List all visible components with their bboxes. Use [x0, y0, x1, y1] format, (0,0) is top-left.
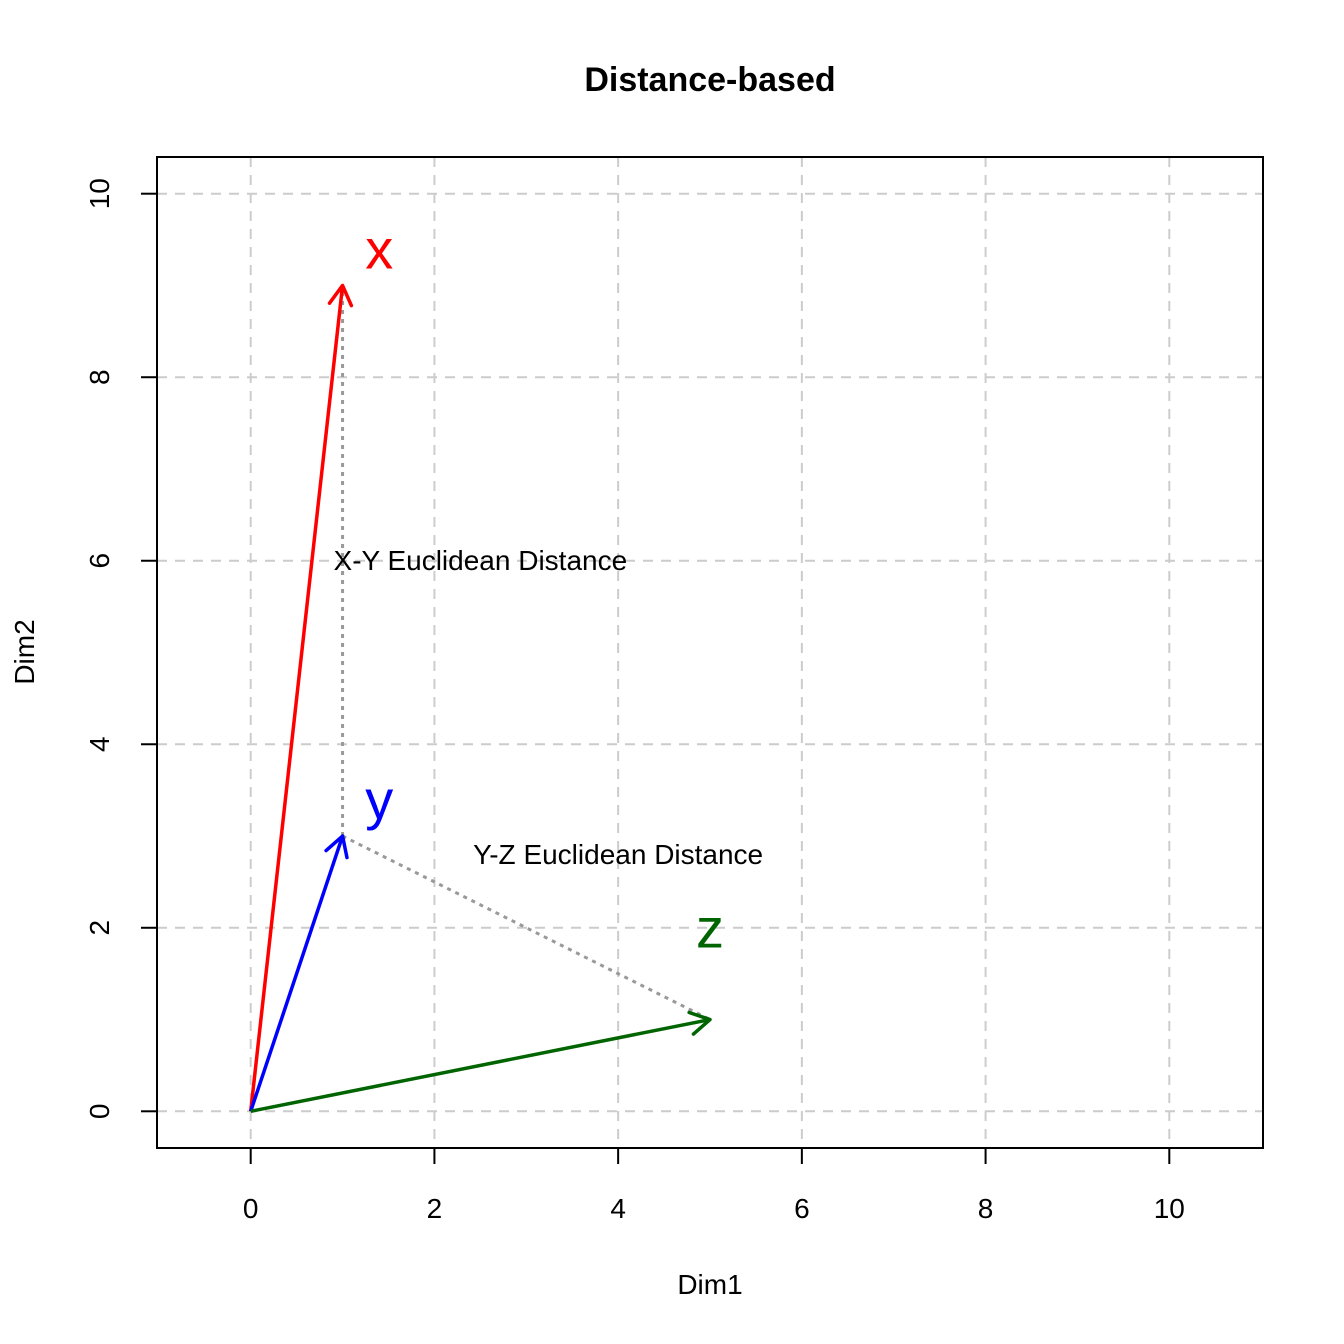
- distance-line: [341, 834, 711, 1021]
- y-tick-label: 10: [84, 178, 115, 209]
- y-tick-label: 0: [84, 1104, 115, 1120]
- x-tick-label: 8: [978, 1193, 994, 1224]
- vector-x: [248, 285, 345, 1112]
- distance-lines: [341, 285, 711, 1021]
- axes: 0 2 4 6 8 10 0 2 4 6 8 10: [84, 178, 1185, 1224]
- y-tick-label: 6: [84, 553, 115, 569]
- vector-label-y: y: [365, 768, 393, 831]
- y-tick-label: 4: [84, 736, 115, 752]
- vector-label-x: x: [365, 217, 393, 280]
- x-tick-label: 6: [794, 1193, 810, 1224]
- plot-frame: [156, 156, 1264, 1149]
- x-axis-label: Dim1: [677, 1269, 742, 1300]
- vector-z-arrowhead: [687, 1010, 712, 1036]
- vector-label-z: z: [696, 896, 724, 959]
- x-tick-label: 10: [1154, 1193, 1185, 1224]
- x-tick-label: 4: [610, 1193, 626, 1224]
- vector-z: [250, 1017, 711, 1114]
- y-tick-label: 8: [84, 369, 115, 385]
- y-axis-label: Dim2: [9, 619, 40, 684]
- x-tick-label: 2: [427, 1193, 443, 1224]
- distance-label: Y-Z Euclidean Distance: [473, 839, 763, 870]
- grid: [157, 157, 1263, 1148]
- vector-y: [249, 835, 345, 1112]
- vector-x-arrowhead: [327, 283, 354, 308]
- labels: x y z X-Y Euclidean Distance Y-Z Euclidean D…: [334, 217, 764, 959]
- chart-title: Distance-based: [584, 61, 835, 99]
- x-tick-label: 0: [243, 1193, 259, 1224]
- vector-y-arrowhead: [324, 834, 349, 860]
- vectors: [248, 283, 712, 1114]
- y-tick-label: 2: [84, 920, 115, 936]
- distance-label: X-Y Euclidean Distance: [334, 545, 628, 576]
